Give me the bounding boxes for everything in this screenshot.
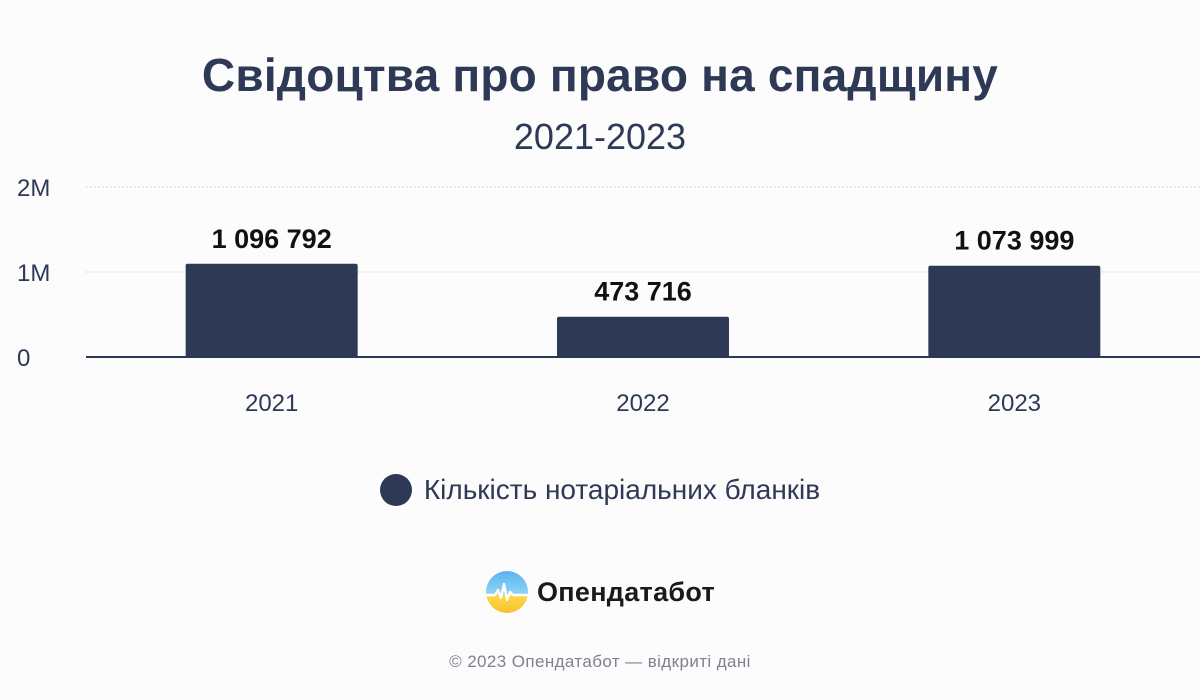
chart-title: Свідоцтва про право на спадщину: [201, 49, 999, 101]
x-tick-label: 2022: [616, 390, 669, 417]
x-tick-label: 2023: [988, 390, 1041, 417]
bar-chart: 0 1M 2M 1 096 792 2021 473 716 2022 1 073 999 20…: [17, 175, 1200, 417]
legend-label: Кількість нотаріальних бланків: [423, 474, 821, 505]
brand-logo[interactable]: Опендатабот: [0, 570, 1200, 614]
legend[interactable]: Кількість нотаріальних бланків: [0, 474, 1200, 506]
data-label: 1 096 792: [212, 224, 332, 254]
data-label: 473 716: [594, 277, 692, 307]
bar: [185, 263, 358, 357]
footer-copyright: © 2023 Опендатабот — відкриті дані: [449, 652, 751, 671]
y-tick-label: 2M: [17, 175, 50, 202]
y-tick-label: 1M: [17, 260, 50, 287]
x-tick-label: 2021: [245, 390, 298, 417]
legend-marker-icon: [379, 474, 412, 506]
chart-subtitle: 2021-2023: [513, 116, 687, 157]
logo-text: Опендатабот: [536, 576, 716, 607]
y-tick-label: 0: [17, 345, 30, 372]
bar: [928, 265, 1101, 357]
opendatabot-logo-icon: [485, 571, 528, 613]
data-label: 1 073 999: [954, 226, 1074, 256]
bar: [557, 316, 729, 357]
